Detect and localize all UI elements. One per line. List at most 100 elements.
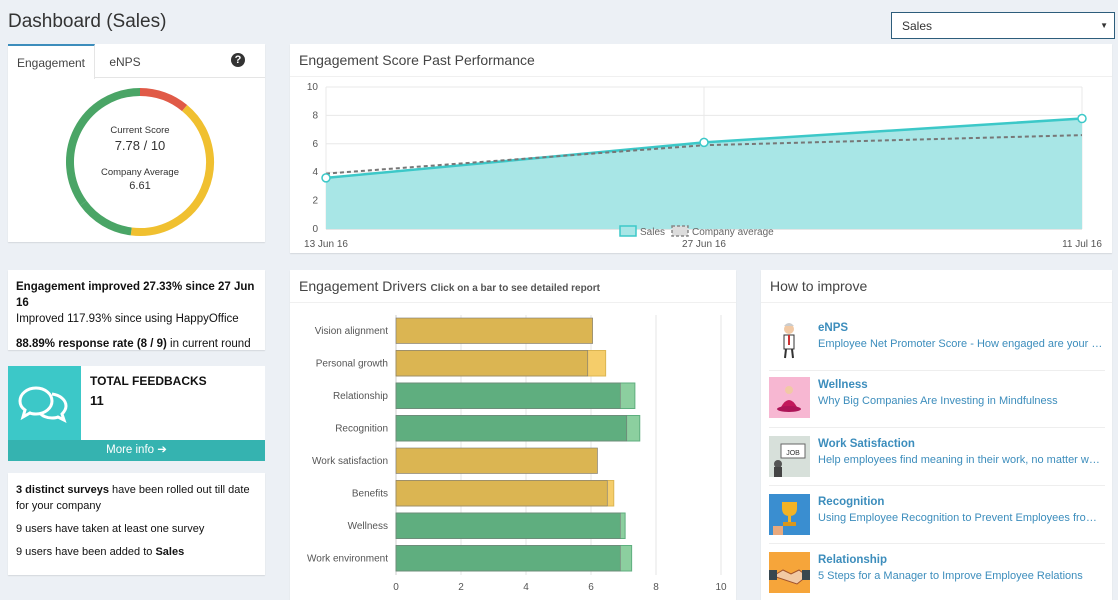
trophy-icon: [769, 494, 810, 535]
sales-area: [326, 118, 1082, 229]
improve-category[interactable]: eNPS: [818, 322, 849, 334]
improve-link[interactable]: Employee Net Promoter Score - How engage…: [818, 338, 1105, 350]
score-tabs: Engagement eNPS ?: [8, 44, 265, 79]
driver-label: Vision alignment: [315, 326, 388, 337]
x-tick-label: 27 Jun 16: [682, 239, 726, 250]
driver-label: Benefits: [352, 488, 388, 499]
improve-item-enps[interactable]: eNPS Employee Net Promoter Score - How e…: [769, 320, 1105, 378]
score-card: Engagement eNPS ? Current Score 7.78 / 1…: [8, 44, 265, 242]
caret-down-icon: ▼: [1100, 21, 1108, 30]
drivers-box: Engagement Drivers Click on a bar to see…: [290, 270, 736, 600]
svg-text:JOB: JOB: [786, 450, 800, 457]
insight-box: Engagement improved 27.33% since 27 Jun …: [8, 270, 265, 350]
surveys-line-1: 3 distinct surveys have been rolled out …: [16, 482, 257, 514]
driver-label: Work environment: [307, 553, 388, 564]
feedbacks-icon-area: [8, 366, 81, 440]
driver-bar[interactable]: [395, 447, 598, 474]
driver-label: Work satisfaction: [312, 456, 388, 467]
improve-link[interactable]: Help employees find meaning in their wor…: [818, 454, 1105, 466]
improve-item-work-satisfaction[interactable]: JOB Work Satisfaction Help employees fin…: [769, 436, 1105, 494]
driver-label: Wellness: [348, 521, 388, 532]
legend-company-label[interactable]: Company average: [692, 227, 774, 238]
donut-segment-green: [66, 88, 141, 206]
y-tick-label: 6: [312, 139, 318, 150]
sales-point[interactable]: [321, 173, 331, 183]
performance-chart: 0 2 4 6 8 10 13 Jun 16 27 Jun 16 11 Jul 16 Sales C…: [304, 82, 1102, 250]
tab-enps[interactable]: eNPS: [109, 55, 141, 69]
response-rate: 88.89% response rate (8 / 9): [16, 338, 167, 350]
drivers-title: Engagement Drivers Click on a bar to see…: [290, 270, 736, 303]
legend-company-swatch[interactable]: [671, 225, 689, 237]
surveys-box: 3 distinct surveys have been rolled out …: [8, 473, 265, 575]
driver-bar[interactable]: [395, 480, 608, 507]
improve-box: How to improve eNPS Employee Net Promote…: [761, 270, 1112, 600]
x-tick-label: 8: [653, 582, 659, 593]
surveys-line-3: 9 users have been added to Sales: [16, 544, 257, 560]
performance-title: Engagement Score Past Performance: [290, 44, 1112, 77]
team-select-value: Sales: [902, 19, 933, 33]
donut-segment-yellow: [130, 104, 214, 236]
meditation-icon: [769, 377, 810, 418]
more-info-label: More info: [106, 444, 155, 456]
driver-bar[interactable]: [395, 512, 621, 539]
drivers-title-text: Engagement Drivers: [299, 278, 427, 294]
company-average-value: 6.61: [129, 180, 151, 192]
improve-item-relationship[interactable]: Relationship 5 Steps for a Manager to Im…: [769, 552, 1105, 600]
improve-category[interactable]: Recognition: [818, 496, 885, 508]
x-tick-label: 2: [458, 582, 464, 593]
y-tick-label: 2: [312, 196, 318, 207]
help-icon[interactable]: ?: [231, 53, 245, 67]
total-feedbacks-count: 11: [90, 393, 104, 408]
drivers-chart: 0 2 4 6 8 10 Vision alignment Personal growth Re…: [307, 315, 727, 593]
response-rate-suffix: in current round: [166, 338, 251, 350]
tab-engagement[interactable]: Engagement: [8, 44, 95, 79]
driver-bar[interactable]: [395, 382, 621, 409]
feedbacks-box: TOTAL FEEDBACKS 11 More info ➔: [8, 366, 265, 461]
job-sign-icon: JOB: [769, 436, 810, 477]
page-title: Dashboard (Sales): [8, 11, 167, 32]
insight-line-3: 88.89% response rate (8 / 9) in current …: [16, 336, 257, 352]
surveys-line-3-pre: 9 users have been added to: [16, 546, 156, 558]
y-tick-label: 8: [312, 110, 318, 121]
improve-category[interactable]: Wellness: [818, 379, 868, 391]
improve-divider: [769, 543, 1105, 544]
more-info-button[interactable]: More info ➔: [8, 440, 265, 461]
improve-divider: [769, 370, 1105, 371]
improve-link[interactable]: Using Employee Recognition to Prevent Em…: [818, 512, 1105, 524]
chat-bubbles-icon: [18, 386, 68, 423]
legend-sales-swatch[interactable]: [619, 225, 637, 237]
current-score-value: 7.78 / 10: [114, 138, 166, 153]
person-icon: [769, 320, 810, 361]
x-tick-label: 13 Jun 16: [304, 239, 348, 250]
driver-label: Relationship: [333, 391, 388, 402]
donut-segment-red: [139, 88, 188, 112]
surveys-team-name: Sales: [155, 546, 185, 558]
improve-title: How to improve: [761, 270, 1112, 303]
improve-item-recognition[interactable]: Recognition Using Employee Recognition t…: [769, 494, 1105, 552]
x-tick-label: 4: [523, 582, 529, 593]
x-tick-label: 11 Jul 16: [1062, 239, 1102, 250]
drivers-subtitle: Click on a bar to see detailed report: [430, 283, 601, 294]
performance-box: Engagement Score Past Performance 0 2 4 6 8 1…: [290, 44, 1112, 253]
improve-category[interactable]: Work Satisfaction: [818, 438, 915, 450]
improve-link[interactable]: 5 Steps for a Manager to Improve Employe…: [818, 570, 1083, 582]
driver-bar[interactable]: [395, 545, 621, 572]
improve-link[interactable]: Why Big Companies Are Investing in Mindf…: [818, 395, 1058, 407]
improve-category[interactable]: Relationship: [818, 554, 888, 566]
sales-point[interactable]: [1077, 113, 1087, 124]
sales-point[interactable]: [699, 137, 709, 148]
x-tick-label: 0: [393, 582, 399, 593]
distinct-surveys: 3 distinct surveys: [16, 484, 109, 496]
driver-label: Recognition: [335, 423, 388, 434]
driver-bar[interactable]: [395, 415, 628, 442]
driver-bar[interactable]: [395, 350, 589, 377]
x-tick-label: 6: [588, 582, 594, 593]
score-donut: Current Score 7.78 / 10 Company Average …: [65, 87, 215, 237]
legend-sales-label[interactable]: Sales: [640, 227, 665, 238]
improve-item-wellness[interactable]: Wellness Why Big Companies Are Investing…: [769, 377, 1105, 435]
arrow-right-circle-icon: ➔: [157, 444, 167, 456]
team-select[interactable]: Sales ▼: [891, 12, 1115, 39]
driver-bar[interactable]: [395, 317, 593, 344]
handshake-icon: [769, 552, 810, 593]
score-donut-chart: [66, 88, 214, 236]
